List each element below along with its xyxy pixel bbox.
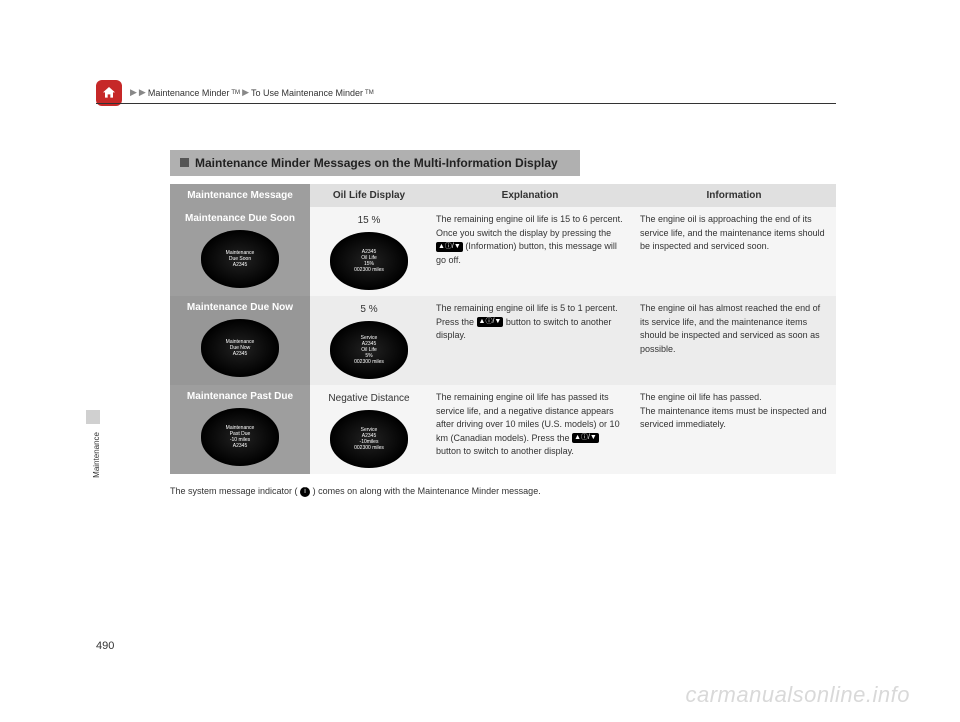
col-header-information: Information bbox=[632, 184, 836, 207]
tm-mark: TM bbox=[231, 90, 240, 96]
oil-value: 15 % bbox=[318, 213, 420, 228]
info-button-icon: ▲ⓘ/▼ bbox=[436, 242, 463, 252]
oil-value: 5 % bbox=[318, 302, 420, 317]
square-bullet-icon bbox=[180, 158, 189, 167]
col-header-oil: Oil Life Display bbox=[310, 184, 428, 207]
message-cell: Maintenance Past Due Maintenance Past Du… bbox=[170, 385, 310, 474]
col-header-explanation: Explanation bbox=[428, 184, 632, 207]
message-label: Maintenance Past Due bbox=[174, 389, 306, 404]
explanation-cell: The remaining engine oil life has passed… bbox=[428, 385, 632, 474]
footnote-b: ) comes on along with the Maintenance Mi… bbox=[313, 486, 541, 496]
breadcrumb-part1: Maintenance Minder bbox=[148, 88, 230, 98]
indicator-icon: i bbox=[300, 487, 310, 497]
header-divider bbox=[96, 103, 836, 104]
table-row: Maintenance Due Soon Maintenance Due Soo… bbox=[170, 207, 836, 296]
information-cell: The engine oil is approaching the end of… bbox=[632, 207, 836, 296]
message-cell: Maintenance Due Now Maintenance Due Now … bbox=[170, 296, 310, 385]
section-header: Maintenance Minder Messages on the Multi… bbox=[170, 150, 580, 176]
breadcrumb-part2: To Use Maintenance Minder bbox=[251, 88, 363, 98]
table-row: Maintenance Due Now Maintenance Due Now … bbox=[170, 296, 836, 385]
oil-value: Negative Distance bbox=[318, 391, 420, 406]
gauge-icon: Maintenance Due Now A2345 bbox=[201, 319, 279, 377]
arrow-icon: ▶ bbox=[130, 87, 137, 98]
information-cell: The engine oil life has passed. The main… bbox=[632, 385, 836, 474]
info-button-icon: ▲ⓘ/▼ bbox=[572, 433, 599, 443]
breadcrumb: ▶ ▶ Maintenance MinderTM ▶ To Use Mainte… bbox=[130, 87, 374, 98]
table-header-row: Maintenance Message Oil Life Display Exp… bbox=[170, 184, 836, 207]
information-cell: The engine oil has almost reached the en… bbox=[632, 296, 836, 385]
expl-text-a: The remaining engine oil life is 15 to 6… bbox=[436, 214, 623, 238]
main-content: Maintenance Minder Messages on the Multi… bbox=[170, 150, 836, 497]
col-header-message: Maintenance Message bbox=[170, 184, 310, 207]
side-tab bbox=[86, 410, 100, 424]
maintenance-table: Maintenance Message Oil Life Display Exp… bbox=[170, 184, 836, 474]
info-button-icon: ▲ⓘ/▼ bbox=[477, 317, 504, 327]
watermark: carmanualsonline.info bbox=[685, 682, 910, 708]
explanation-cell: The remaining engine oil life is 15 to 6… bbox=[428, 207, 632, 296]
message-cell: Maintenance Due Soon Maintenance Due Soo… bbox=[170, 207, 310, 296]
info-text-a: The engine oil life has passed. bbox=[640, 392, 762, 402]
oil-cell: 15 % A2345 Oil Life 15% 002300 miles bbox=[310, 207, 428, 296]
gauge-icon: Service A2345 Oil Life 5% 002300 miles bbox=[330, 321, 408, 379]
page-number: 490 bbox=[96, 640, 114, 652]
oil-cell: 5 % Service A2345 Oil Life 5% 002300 mil… bbox=[310, 296, 428, 385]
footnote: The system message indicator ( i ) comes… bbox=[170, 486, 836, 497]
side-section-label: Maintenance bbox=[92, 432, 101, 478]
gauge-icon: Service A2345 -10miles 002300 miles bbox=[330, 410, 408, 468]
tm-mark: TM bbox=[365, 90, 374, 96]
expl-text-b: (Information) button, this message will … bbox=[436, 241, 617, 265]
table-row: Maintenance Past Due Maintenance Past Du… bbox=[170, 385, 836, 474]
explanation-cell: The remaining engine oil life is 5 to 1 … bbox=[428, 296, 632, 385]
gauge-icon: Maintenance Due Soon A2345 bbox=[201, 230, 279, 288]
oil-cell: Negative Distance Service A2345 -10miles… bbox=[310, 385, 428, 474]
message-label: Maintenance Due Now bbox=[174, 300, 306, 315]
arrow-icon: ▶ bbox=[242, 87, 249, 98]
footnote-a: The system message indicator ( bbox=[170, 486, 298, 496]
expl-text-b: button to switch to another display. bbox=[436, 446, 574, 456]
info-text-b: The maintenance items must be inspected … bbox=[640, 406, 827, 430]
message-label: Maintenance Due Soon bbox=[174, 211, 306, 226]
arrow-icon: ▶ bbox=[139, 87, 146, 98]
section-title: Maintenance Minder Messages on the Multi… bbox=[195, 156, 558, 170]
gauge-icon: A2345 Oil Life 15% 002300 miles bbox=[330, 232, 408, 290]
gauge-icon: Maintenance Past Due -10 miles A2345 bbox=[201, 408, 279, 466]
